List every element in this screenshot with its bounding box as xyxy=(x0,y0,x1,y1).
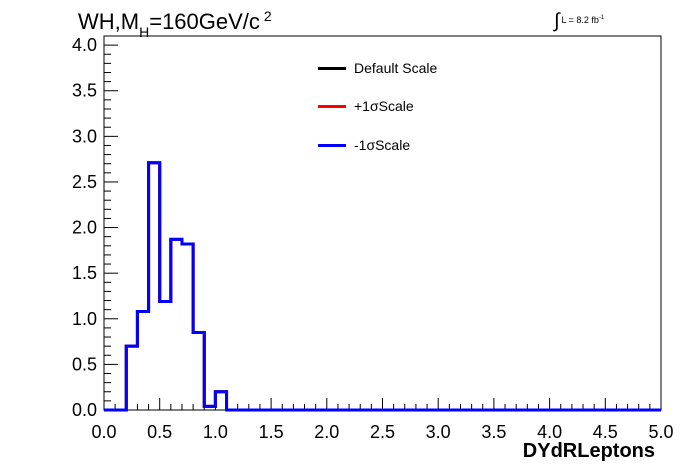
legend-label-default: Default Scale xyxy=(354,60,438,76)
luminosity-superscript: -1 xyxy=(598,15,605,21)
x-tick-label: 0.5 xyxy=(147,422,172,442)
y-tick-label: 0.5 xyxy=(72,354,97,374)
legend-label-minus: -1σScale xyxy=(354,137,411,153)
x-axis-label: DYdRLeptons xyxy=(522,440,655,462)
x-tick-label: 1.0 xyxy=(203,422,228,442)
series-line-plus xyxy=(104,161,661,412)
y-tick-label: 1.5 xyxy=(72,263,97,283)
y-tick-label: 2.5 xyxy=(72,172,97,192)
title-subscript: H xyxy=(139,24,150,40)
luminosity-text: L = 8.2 fb xyxy=(561,15,599,25)
series-line-default xyxy=(104,161,661,412)
x-tick-label: 4.0 xyxy=(537,422,562,442)
x-tick-label: 5.0 xyxy=(648,422,673,442)
legend-line-minus xyxy=(318,143,346,147)
title-rest: =160GeV/c xyxy=(149,9,260,34)
x-tick-label: 3.5 xyxy=(481,422,506,442)
x-tick-label: 2.0 xyxy=(314,422,339,442)
legend-entry-default: Default Scale xyxy=(318,58,437,78)
y-tick-label: 1.0 xyxy=(72,309,97,329)
y-tick-label: 2.0 xyxy=(72,218,97,238)
luminosity-label: ∫ L = 8.2 fb-1 xyxy=(554,10,604,33)
title-main: WH,M xyxy=(78,9,140,34)
x-tick-label: 0.0 xyxy=(91,422,116,442)
y-tick-label: 3.0 xyxy=(72,126,97,146)
legend-line-default xyxy=(318,66,346,70)
series-line-minus xyxy=(104,161,661,412)
y-tick-label: 3.5 xyxy=(72,81,97,101)
y-tick-label: 0.0 xyxy=(72,400,97,420)
plot-frame xyxy=(103,35,662,411)
chart-title: WH,MH=160GeV/c 2 xyxy=(78,8,272,40)
y-tick-label: 4.0 xyxy=(72,35,97,55)
x-tick-label: 4.5 xyxy=(593,422,618,442)
x-tick-label: 2.5 xyxy=(370,422,395,442)
title-superscript: 2 xyxy=(263,8,272,24)
x-tick-label: 1.5 xyxy=(259,422,284,442)
x-tick-label: 3.0 xyxy=(426,422,451,442)
legend-line-plus xyxy=(318,104,346,108)
legend-label-plus: +1σScale xyxy=(354,98,414,114)
integral-symbol: ∫ xyxy=(554,10,560,32)
legend-entry-plus: +1σScale xyxy=(318,96,414,116)
legend-entry-minus: -1σScale xyxy=(318,135,410,155)
